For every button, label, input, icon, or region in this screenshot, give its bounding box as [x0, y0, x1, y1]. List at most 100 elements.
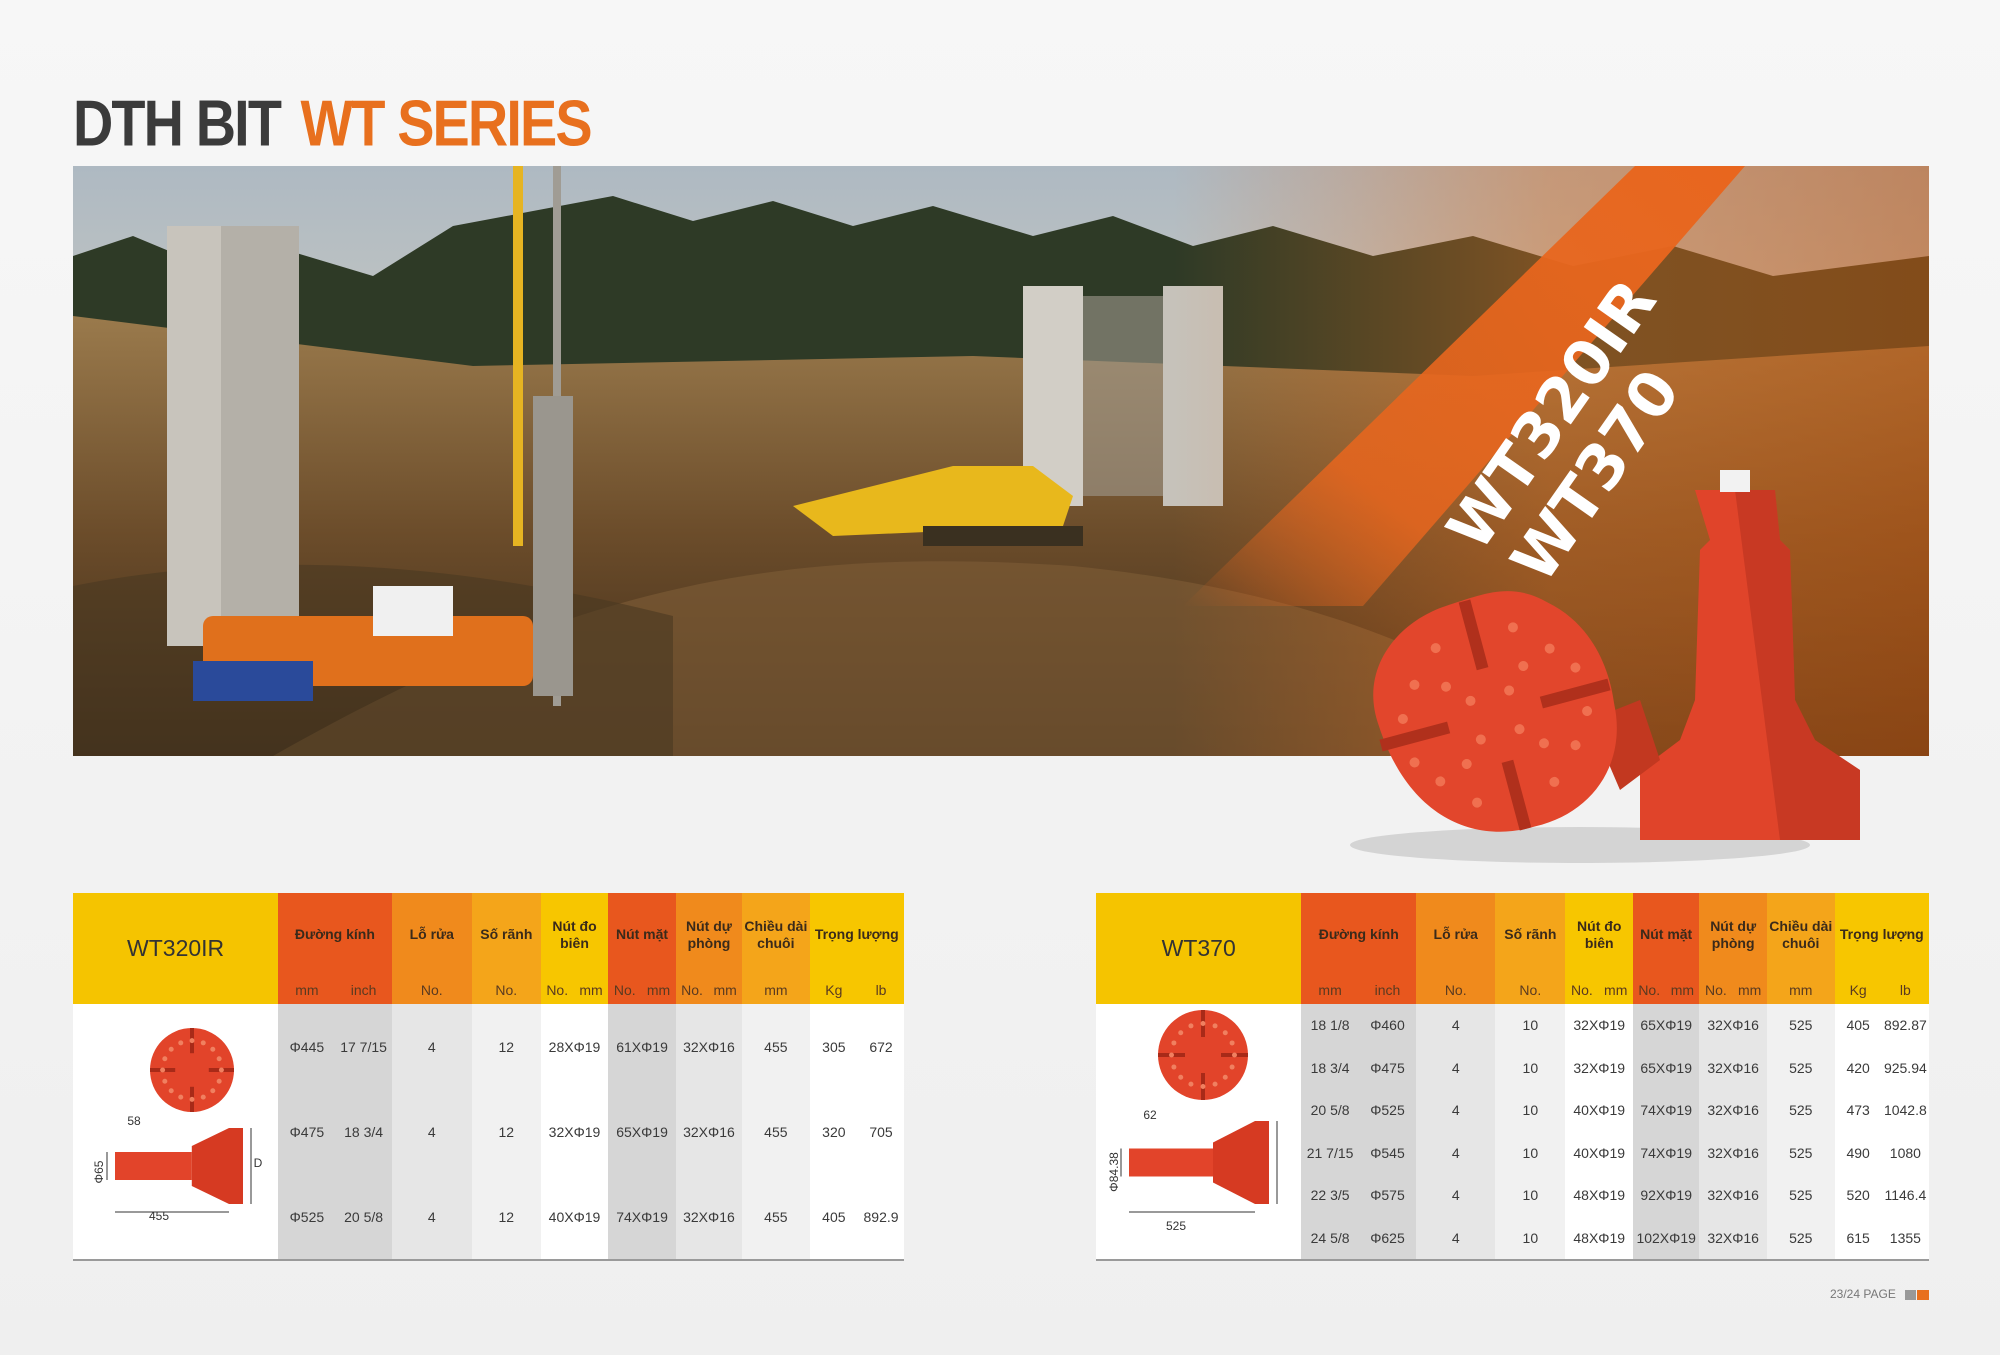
dimension-label: Φ84.38 [1107, 1152, 1121, 1192]
cell: 74XΦ19 [1633, 1131, 1700, 1174]
cell: 1355 [1881, 1216, 1929, 1259]
face-button [216, 1056, 222, 1062]
column-name: Lỗ rửa [1416, 893, 1496, 976]
data-row: 21 7/15 Φ545 4 10 40XΦ19 74XΦ19 32XΦ16 525 490 10… [1096, 1131, 1929, 1174]
dimension-label: D [254, 1156, 263, 1170]
cell: 892.9 [858, 1174, 904, 1259]
column-name: Nút đo biên [540, 893, 609, 976]
cell: 48XΦ19 [1565, 1174, 1634, 1217]
cell: 65XΦ19 [608, 1089, 676, 1174]
unit-group: No. mm [608, 982, 676, 998]
unit: mm [742, 976, 810, 1004]
face-button [162, 1078, 168, 1084]
column-name: Đường kính [1301, 893, 1417, 976]
unit: Kg [809, 976, 859, 1004]
cell: 1146.4 [1881, 1174, 1929, 1217]
cell: 18 3/4 [1301, 1046, 1359, 1089]
cell: 32XΦ16 [1699, 1131, 1767, 1174]
data-row: 62 Φ84.38 525 18 1/8 Φ460 4 10 32XΦ19 65XΦ19 32XΦ… [1096, 1004, 1929, 1259]
cell: 32XΦ16 [1699, 1089, 1767, 1132]
face-button [1229, 1064, 1235, 1070]
column-name: Lỗ rửa [391, 893, 472, 976]
face-button [1178, 1074, 1184, 1080]
unit-cell: No. mm [1699, 976, 1767, 1004]
unit: inch [1358, 976, 1417, 1004]
cell: 615 [1834, 1216, 1882, 1259]
cell: Φ445 [278, 1004, 336, 1089]
cell: 10 [1495, 1004, 1566, 1047]
page-title: DTH BIT WT SERIES [73, 86, 593, 160]
cell: 74XΦ19 [608, 1174, 676, 1259]
cell: 40XΦ19 [540, 1174, 609, 1259]
spec-table: WT320IR Đường kính Lỗ rửa Số rãnh Nút đo biê… [73, 893, 904, 1261]
dimension-label: 58 [127, 1114, 141, 1128]
header-row: WT370 Đường kính Lỗ rửa Số rãnh Nút đo biên N… [1096, 893, 1929, 1004]
cell: 525 [1766, 1216, 1835, 1259]
cell: 32XΦ16 [675, 1089, 743, 1174]
unit: Kg [1834, 976, 1882, 1004]
unit-cell: No. mm [1633, 976, 1700, 1004]
cell: 65XΦ19 [1633, 1046, 1700, 1089]
bit-diagram: 62 Φ84.38 525 [1107, 1010, 1278, 1233]
unit-group: No. mm [676, 982, 742, 998]
face-button [1232, 1052, 1238, 1058]
face-button [1188, 1081, 1194, 1087]
column-name: Chiều dài chuôi [1766, 893, 1835, 976]
unit: No. [1416, 976, 1496, 1004]
unit: lb [858, 976, 904, 1004]
unit: No. [391, 976, 472, 1004]
face-button [162, 1056, 168, 1062]
cell: 20 5/8 [335, 1174, 392, 1259]
column-name: Nút dự phòng [1699, 893, 1767, 976]
cell: 65XΦ19 [1633, 1004, 1700, 1047]
face-button [216, 1078, 222, 1084]
cell: 32XΦ16 [1699, 1004, 1767, 1047]
cell: 892.87 [1881, 1004, 1929, 1047]
unit: mm [278, 976, 336, 1004]
cell: 92XΦ19 [1633, 1174, 1700, 1217]
cell: 4 [1416, 1131, 1496, 1174]
bit-shank [1129, 1148, 1214, 1177]
unit-group: No. mm [541, 982, 609, 998]
unit-row: mm inch No. No. No. mm No. mm No. mm mm Kg lb [1096, 976, 1929, 1004]
cell: 4 [1416, 1216, 1496, 1259]
cell: 420 [1834, 1046, 1882, 1089]
cell: 4 [1416, 1174, 1496, 1217]
cell: 32XΦ16 [675, 1174, 743, 1259]
cell: 925.94 [1881, 1046, 1929, 1089]
face-button [189, 1038, 195, 1044]
cell: Φ625 [1358, 1216, 1417, 1259]
column-name: Đường kính [278, 893, 392, 976]
cell: 672 [858, 1004, 904, 1089]
cell: 10 [1495, 1174, 1566, 1217]
face-button [1222, 1030, 1228, 1036]
cell: 525 [1766, 1089, 1835, 1132]
table: WT320IR Đường kính Lỗ rửa Số rãnh Nút đo biê… [73, 893, 904, 1259]
cell: Φ475 [278, 1089, 336, 1174]
cell: 32XΦ16 [1699, 1046, 1767, 1089]
face-button [1178, 1030, 1184, 1036]
unit-cell: No. mm [675, 976, 743, 1004]
dimension-label: 455 [149, 1209, 169, 1223]
face-button [200, 1040, 206, 1046]
data-row: 24 5/8 Φ625 4 10 48XΦ19 102XΦ19 32XΦ16 525 615 13… [1096, 1216, 1929, 1259]
column-name: Nút dự phòng [675, 893, 743, 976]
column-name: Nút mặt [1633, 893, 1700, 976]
title-orange: WT SERIES [300, 87, 593, 160]
cell: 32XΦ19 [1565, 1004, 1634, 1047]
cell: Φ545 [1358, 1131, 1417, 1174]
face-button [210, 1088, 216, 1094]
cell: 12 [471, 1089, 541, 1174]
cell: 455 [742, 1174, 810, 1259]
face-button [1222, 1074, 1228, 1080]
cell: 102XΦ19 [1633, 1216, 1700, 1259]
unit: No. [681, 982, 703, 998]
unit: No. [1495, 976, 1566, 1004]
bit-head [191, 1128, 244, 1204]
face-button [1200, 1084, 1206, 1089]
cell: 1080 [1881, 1131, 1929, 1174]
cell: 10 [1495, 1216, 1566, 1259]
unit: No. [546, 982, 569, 998]
face-button [168, 1046, 174, 1052]
